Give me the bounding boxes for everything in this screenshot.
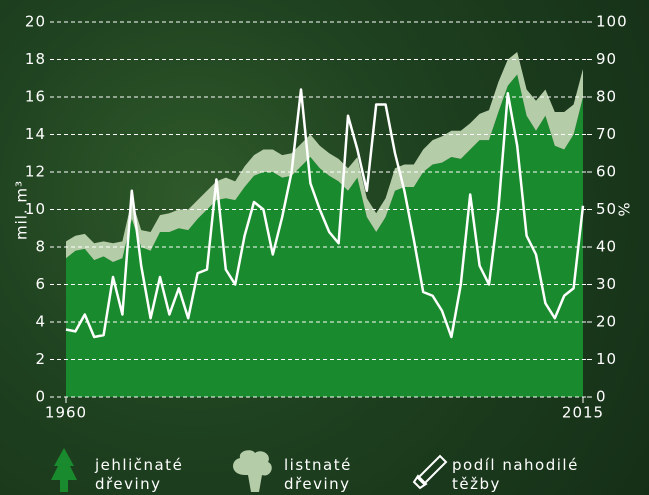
y-tick-label: 18 (25, 50, 46, 68)
y-tick-label: 8 (35, 238, 46, 256)
y2-tick-label: 50 (596, 200, 617, 218)
conifer-icon (51, 448, 77, 492)
legend-label: jehličnaté dřeviny (95, 456, 184, 493)
x-tick-label: 1960 (45, 404, 87, 422)
y2-tick-label: 90 (596, 50, 617, 68)
x-tick-label: 2015 (562, 404, 604, 422)
line (65, 88, 585, 339)
deciduous-icon (233, 450, 272, 492)
y2-axis-label: % (615, 202, 633, 217)
y-tick-label: 12 (25, 163, 46, 181)
y-tick-label: 10 (25, 200, 46, 218)
y-axis-label: mil. m³ (13, 180, 31, 240)
area (66, 74, 583, 397)
y-tick-label: 6 (35, 275, 46, 293)
y-tick-label: 16 (25, 88, 46, 106)
y2-tick-label: 10 (596, 350, 617, 368)
y-tick-label: 14 (25, 125, 46, 143)
y2-tick-label: 80 (596, 88, 617, 106)
y2-tick-label: 40 (596, 238, 617, 256)
y-tick-label: 2 (35, 350, 46, 368)
legend-label: listnaté dřeviny (284, 456, 352, 493)
legend-label: podíl nahodilé těžby (452, 456, 579, 493)
y2-tick-label: 30 (596, 275, 617, 293)
y-tick-label: 20 (25, 13, 46, 31)
y-tick-label: 0 (35, 388, 46, 406)
legend-icons (51, 448, 448, 492)
y2-tick-label: 100 (596, 13, 628, 31)
y2-tick-label: 20 (596, 313, 617, 331)
y-tick-label: 4 (35, 313, 46, 331)
y2-tick-label: 60 (596, 163, 617, 181)
area (66, 52, 583, 262)
y2-tick-label: 70 (596, 125, 617, 143)
y2-tick-label: 0 (596, 388, 607, 406)
saw-icon (412, 454, 448, 490)
